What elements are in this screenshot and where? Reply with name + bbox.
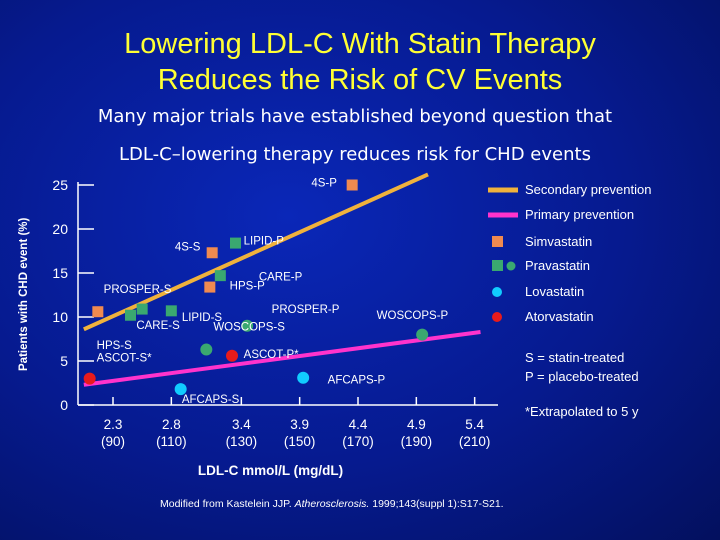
legend-pravastatin-square [492,260,503,271]
point-woscops-p-label: WOSCOPS-P [377,310,449,322]
legend-primary-label: Primary prevention [525,207,635,222]
point-woscops-s-marker [200,343,213,356]
point-4s-p-label: 4S-P [311,177,337,189]
point-prosper-p-marker [241,319,254,332]
point-ascot-s-label: ASCOT-S* [97,352,152,364]
subtitle-line-2: LDL-C–lowering therapy reduces risk for … [119,144,591,165]
point-ascot-p-label: ASCOT-P* [244,349,299,361]
y-tick-label: 10 [52,309,68,325]
point-care-p-marker [214,270,226,282]
primary-prevention-line [83,329,481,387]
x-tick-sublabel: (210) [459,434,491,449]
legend-simvastatin-square [492,236,503,247]
slide-title: Lowering LDL-C With Statin Therapy Reduc… [0,26,720,98]
point-lipid-s-label: LIPID-S [182,312,223,324]
x-tick-sublabel: (130) [226,434,258,449]
x-tick-label: 4.4 [349,417,368,432]
y-tick-label: 15 [52,265,68,281]
legend-lovastatin-circle [492,287,502,297]
point-ascot-s-marker [83,372,96,385]
legend-secondary-label: Secondary prevention [525,182,652,197]
subtitle-line-1: Many major trials have established beyon… [97,106,613,127]
secondary-prevention-line [83,172,429,332]
point-afcaps-s-marker [174,383,187,396]
source-journal: Atherosclerosis. [294,498,370,510]
slide-subtitle: Many major trials have established beyon… [0,98,710,174]
x-tick-label: 4.9 [407,417,426,432]
x-tick-label: 2.8 [162,417,181,432]
legend-note-extrapolated: *Extrapolated to 5 y [525,404,639,419]
x-tick-label: 3.9 [290,417,309,432]
legend-atorvastatin-circle [492,312,502,322]
legend-note-statin: S = statin-treated [525,350,625,365]
x-axis-label: LDL-C mmol/L (mg/dL) [198,463,343,478]
legend-pravastatin-label: Pravastatin [525,258,591,273]
point-lipid-p-marker [230,237,241,249]
legend-pravastatin-circle [506,261,516,271]
point-prosper-p-label: PROSPER-P [272,304,340,316]
point-woscops-s-label: WOSCOPS-S [213,322,285,334]
source-citation: Modified from Kastelein JJP. Atheroscler… [160,498,504,510]
y-tick-label: 25 [52,177,68,193]
point-hps-p-marker [204,281,216,293]
source-suffix: 1999;143(suppl 1):S17-S21. [369,498,504,510]
x-tick-sublabel: (90) [101,434,125,449]
point-care-p-label: CARE-P [259,272,303,284]
x-tick-sublabel: (110) [156,434,187,449]
x-tick-sublabel: (170) [342,434,374,449]
x-tick-sublabel: (190) [401,434,433,449]
point-prosper-s-label: PROSPER-S [104,284,172,296]
point-woscops-p-marker [416,328,429,341]
point-afcaps-p-marker [297,371,310,384]
y-tick-label: 5 [60,353,68,369]
point-4s-s-label: 4S-S [175,242,201,254]
legend-simvastatin-label: Simvastatin [525,234,593,249]
source-prefix: Modified from Kastelein JJP. [160,498,295,510]
y-tick-label: 0 [60,397,68,413]
title-line-2: Reduces the Risk of CV Events [157,64,563,96]
x-tick-label: 2.3 [104,417,123,432]
point-ascot-p-marker [226,349,238,362]
point-hps-s-label: HPS-S [97,340,132,352]
point-afcaps-p-label: AFCAPS-P [328,374,386,386]
point-lipid-p-label: LIPID-P [244,235,285,247]
point-4s-s-marker [206,247,218,259]
point-hps-p-label: HPS-P [230,280,265,292]
point-prosper-s-marker [136,303,148,315]
legend-atorvastatin-label: Atorvastatin [525,309,594,324]
legend-note-placebo: P = placebo-treated [525,369,639,384]
title-line-1: Lowering LDL-C With Statin Therapy [124,28,596,60]
point-hps-s-marker [92,306,104,318]
x-tick-sublabel: (150) [284,434,316,449]
point-lipid-s-marker [165,305,177,317]
y-tick-label: 20 [52,221,68,237]
legend-lovastatin-label: Lovastatin [525,284,585,299]
point-care-s-marker [125,309,136,321]
point-4s-p-marker [346,179,358,191]
x-tick-label: 5.4 [465,417,484,432]
x-tick-label: 3.4 [232,417,251,432]
point-afcaps-s-label: AFCAPS-S [182,394,240,406]
point-care-s-label: CARE-S [136,320,180,332]
